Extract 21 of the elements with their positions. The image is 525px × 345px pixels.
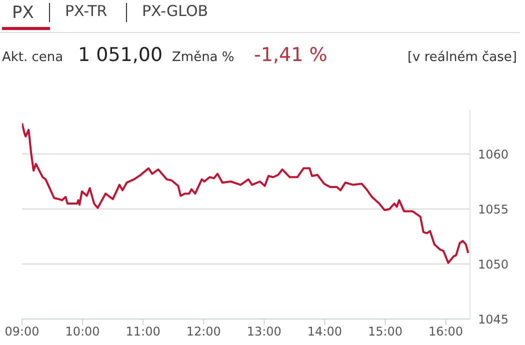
text: Akt. cena xyxy=(2,50,64,65)
text: Změna % xyxy=(172,50,234,65)
x-tick-label: 16:00 xyxy=(428,324,464,339)
text: PX-TR xyxy=(65,2,108,20)
x-tick-label: 09:00 xyxy=(4,324,40,339)
x-tick-label: 14:00 xyxy=(307,324,342,339)
y-tick-label: 1045 xyxy=(478,312,509,326)
y-tick-label: 1055 xyxy=(478,202,509,216)
text: -1,41 % xyxy=(254,44,328,66)
chart-title: PX xyxy=(2,0,50,30)
text: 1 051,00 xyxy=(78,44,163,66)
x-tick-label: 12:00 xyxy=(186,324,221,339)
text: [v reálném čase] xyxy=(407,50,517,65)
y-tick-label: 1060 xyxy=(478,147,509,162)
text: PX-GLOB xyxy=(142,2,208,20)
y-tick-label: 1050 xyxy=(478,257,509,272)
x-tick-label: 11:00 xyxy=(126,324,160,339)
x-tick-label: 15:00 xyxy=(368,324,403,339)
x-tick-label: 10:00 xyxy=(65,324,100,339)
x-tick-label: 13:00 xyxy=(246,324,282,339)
line-series xyxy=(22,122,470,264)
